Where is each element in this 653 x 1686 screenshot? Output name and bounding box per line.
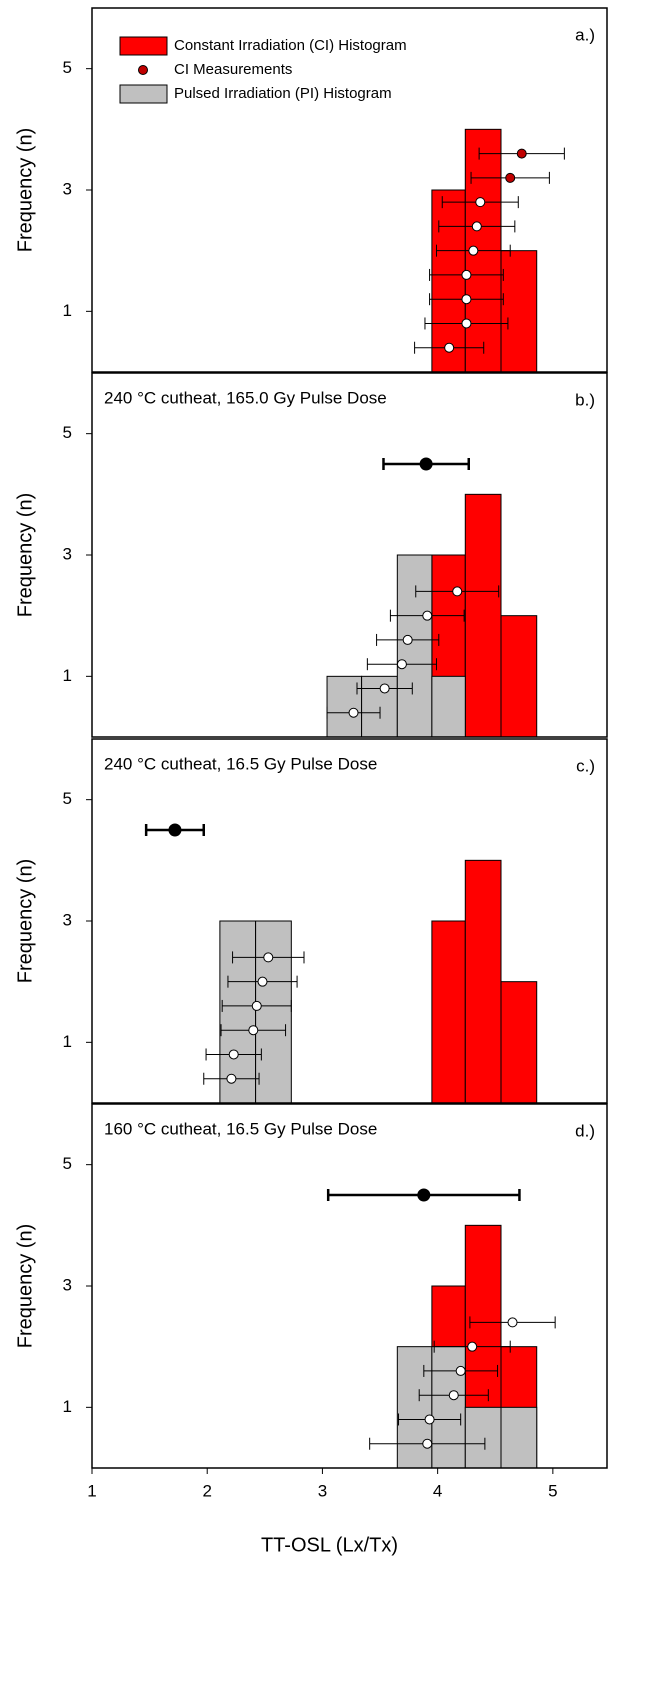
measurement-point: [461, 318, 472, 329]
y-tick-label: 1: [63, 301, 72, 320]
x-tick-label: 2: [202, 1481, 211, 1500]
y-axis-label: Frequency (n): [14, 1224, 36, 1349]
measurement-point: [475, 197, 486, 208]
histogram-bar: [464, 1406, 502, 1469]
measurement-point: [348, 707, 359, 718]
measurement-point: [455, 1365, 466, 1376]
measurement-point: [467, 1341, 478, 1352]
measurement-point: [461, 294, 472, 305]
y-tick-label: 5: [63, 1154, 72, 1173]
measurement-point: [448, 1390, 459, 1401]
legend-swatch: [138, 65, 148, 75]
measurement-point: [505, 172, 516, 183]
x-tick-label: 3: [318, 1481, 327, 1500]
histogram-bar: [431, 1346, 466, 1469]
histogram-bar: [500, 1406, 538, 1469]
measurement-point: [396, 659, 407, 670]
measurement-point: [402, 634, 413, 645]
legend-swatch: [119, 36, 168, 56]
measurement-point: [507, 1317, 518, 1328]
summary-point: [419, 457, 433, 471]
histogram-bar: [219, 920, 257, 1104]
histogram-bar: [464, 859, 502, 1104]
x-tick-label: 5: [548, 1481, 557, 1500]
histogram-bar: [326, 675, 363, 738]
measurement-point: [226, 1073, 237, 1084]
y-tick-label: 3: [63, 1275, 72, 1294]
histogram-bar: [361, 675, 398, 738]
histogram-bar: [396, 554, 433, 738]
y-tick-label: 3: [63, 179, 72, 198]
summary-point: [168, 823, 182, 837]
panel-title: 160 °C cutheat, 16.5 Gy Pulse Dose: [104, 1119, 377, 1138]
measurement-point: [251, 1000, 262, 1011]
histogram-bar: [431, 675, 466, 738]
legend-label: CI Measurements: [174, 61, 292, 78]
measurement-point: [422, 1438, 433, 1449]
y-axis-label: Frequency (n): [14, 859, 36, 984]
y-tick-label: 1: [63, 1032, 72, 1051]
measurement-point: [468, 245, 479, 256]
panel-title: 240 °C cutheat, 165.0 Gy Pulse Dose: [104, 388, 387, 407]
x-tick-label: 1: [87, 1481, 96, 1500]
measurement-point: [471, 221, 482, 232]
histogram-bar: [500, 981, 538, 1104]
legend-label: Constant Irradiation (CI) Histogram: [174, 37, 407, 54]
histogram-bar: [500, 250, 538, 373]
panel-label: d.): [575, 1121, 595, 1140]
measurement-point: [248, 1025, 259, 1036]
y-axis-label: Frequency (n): [14, 128, 36, 253]
measurement-point: [452, 586, 463, 597]
y-tick-label: 3: [63, 910, 72, 929]
y-tick-label: 5: [63, 423, 72, 442]
x-axis-label: TT-OSL (Lx/Tx): [261, 1534, 398, 1556]
measurement-point: [263, 952, 274, 963]
measurement-point: [516, 148, 527, 159]
histogram-bar: [500, 615, 538, 738]
measurement-point: [379, 683, 390, 694]
y-tick-label: 1: [63, 666, 72, 685]
y-axis-label: Frequency (n): [14, 493, 36, 618]
panel-label: a.): [575, 25, 595, 44]
panel-label: c.): [576, 756, 595, 775]
legend-swatch: [119, 84, 168, 104]
summary-point: [417, 1188, 431, 1202]
y-tick-label: 5: [63, 789, 72, 808]
histogram-bar: [464, 493, 502, 738]
x-tick-label: 4: [433, 1481, 442, 1500]
histogram-bar: [431, 189, 466, 373]
y-tick-label: 3: [63, 544, 72, 563]
measurement-point: [257, 976, 268, 987]
histogram-bar: [255, 920, 292, 1104]
legend-label: Pulsed Irradiation (PI) Histogram: [174, 85, 392, 102]
measurement-point: [424, 1414, 435, 1425]
panel-title: 240 °C cutheat, 16.5 Gy Pulse Dose: [104, 754, 377, 773]
measurement-point: [444, 342, 455, 353]
y-tick-label: 1: [63, 1397, 72, 1416]
histogram-bar: [431, 920, 466, 1104]
measurement-point: [461, 269, 472, 280]
measurement-point: [228, 1049, 239, 1060]
histogram-bar: [396, 1346, 433, 1469]
panel-label: b.): [575, 390, 595, 409]
measurement-point: [422, 610, 433, 621]
y-tick-label: 5: [63, 58, 72, 77]
